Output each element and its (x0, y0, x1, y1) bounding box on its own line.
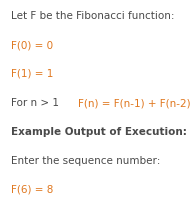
Text: F(1) = 1: F(1) = 1 (11, 69, 54, 79)
Text: Enter the sequence number:: Enter the sequence number: (11, 156, 164, 166)
Text: Let F be the Fibonacci function:: Let F be the Fibonacci function: (11, 11, 175, 21)
Text: F(6) = 8: F(6) = 8 (11, 185, 54, 195)
Text: F(n) = F(n-1) + F(n-2): F(n) = F(n-1) + F(n-2) (78, 98, 190, 108)
Text: Example Output of Execution:: Example Output of Execution: (11, 127, 187, 137)
Text: For n > 1: For n > 1 (11, 98, 63, 108)
Text: F(0) = 0: F(0) = 0 (11, 41, 54, 51)
